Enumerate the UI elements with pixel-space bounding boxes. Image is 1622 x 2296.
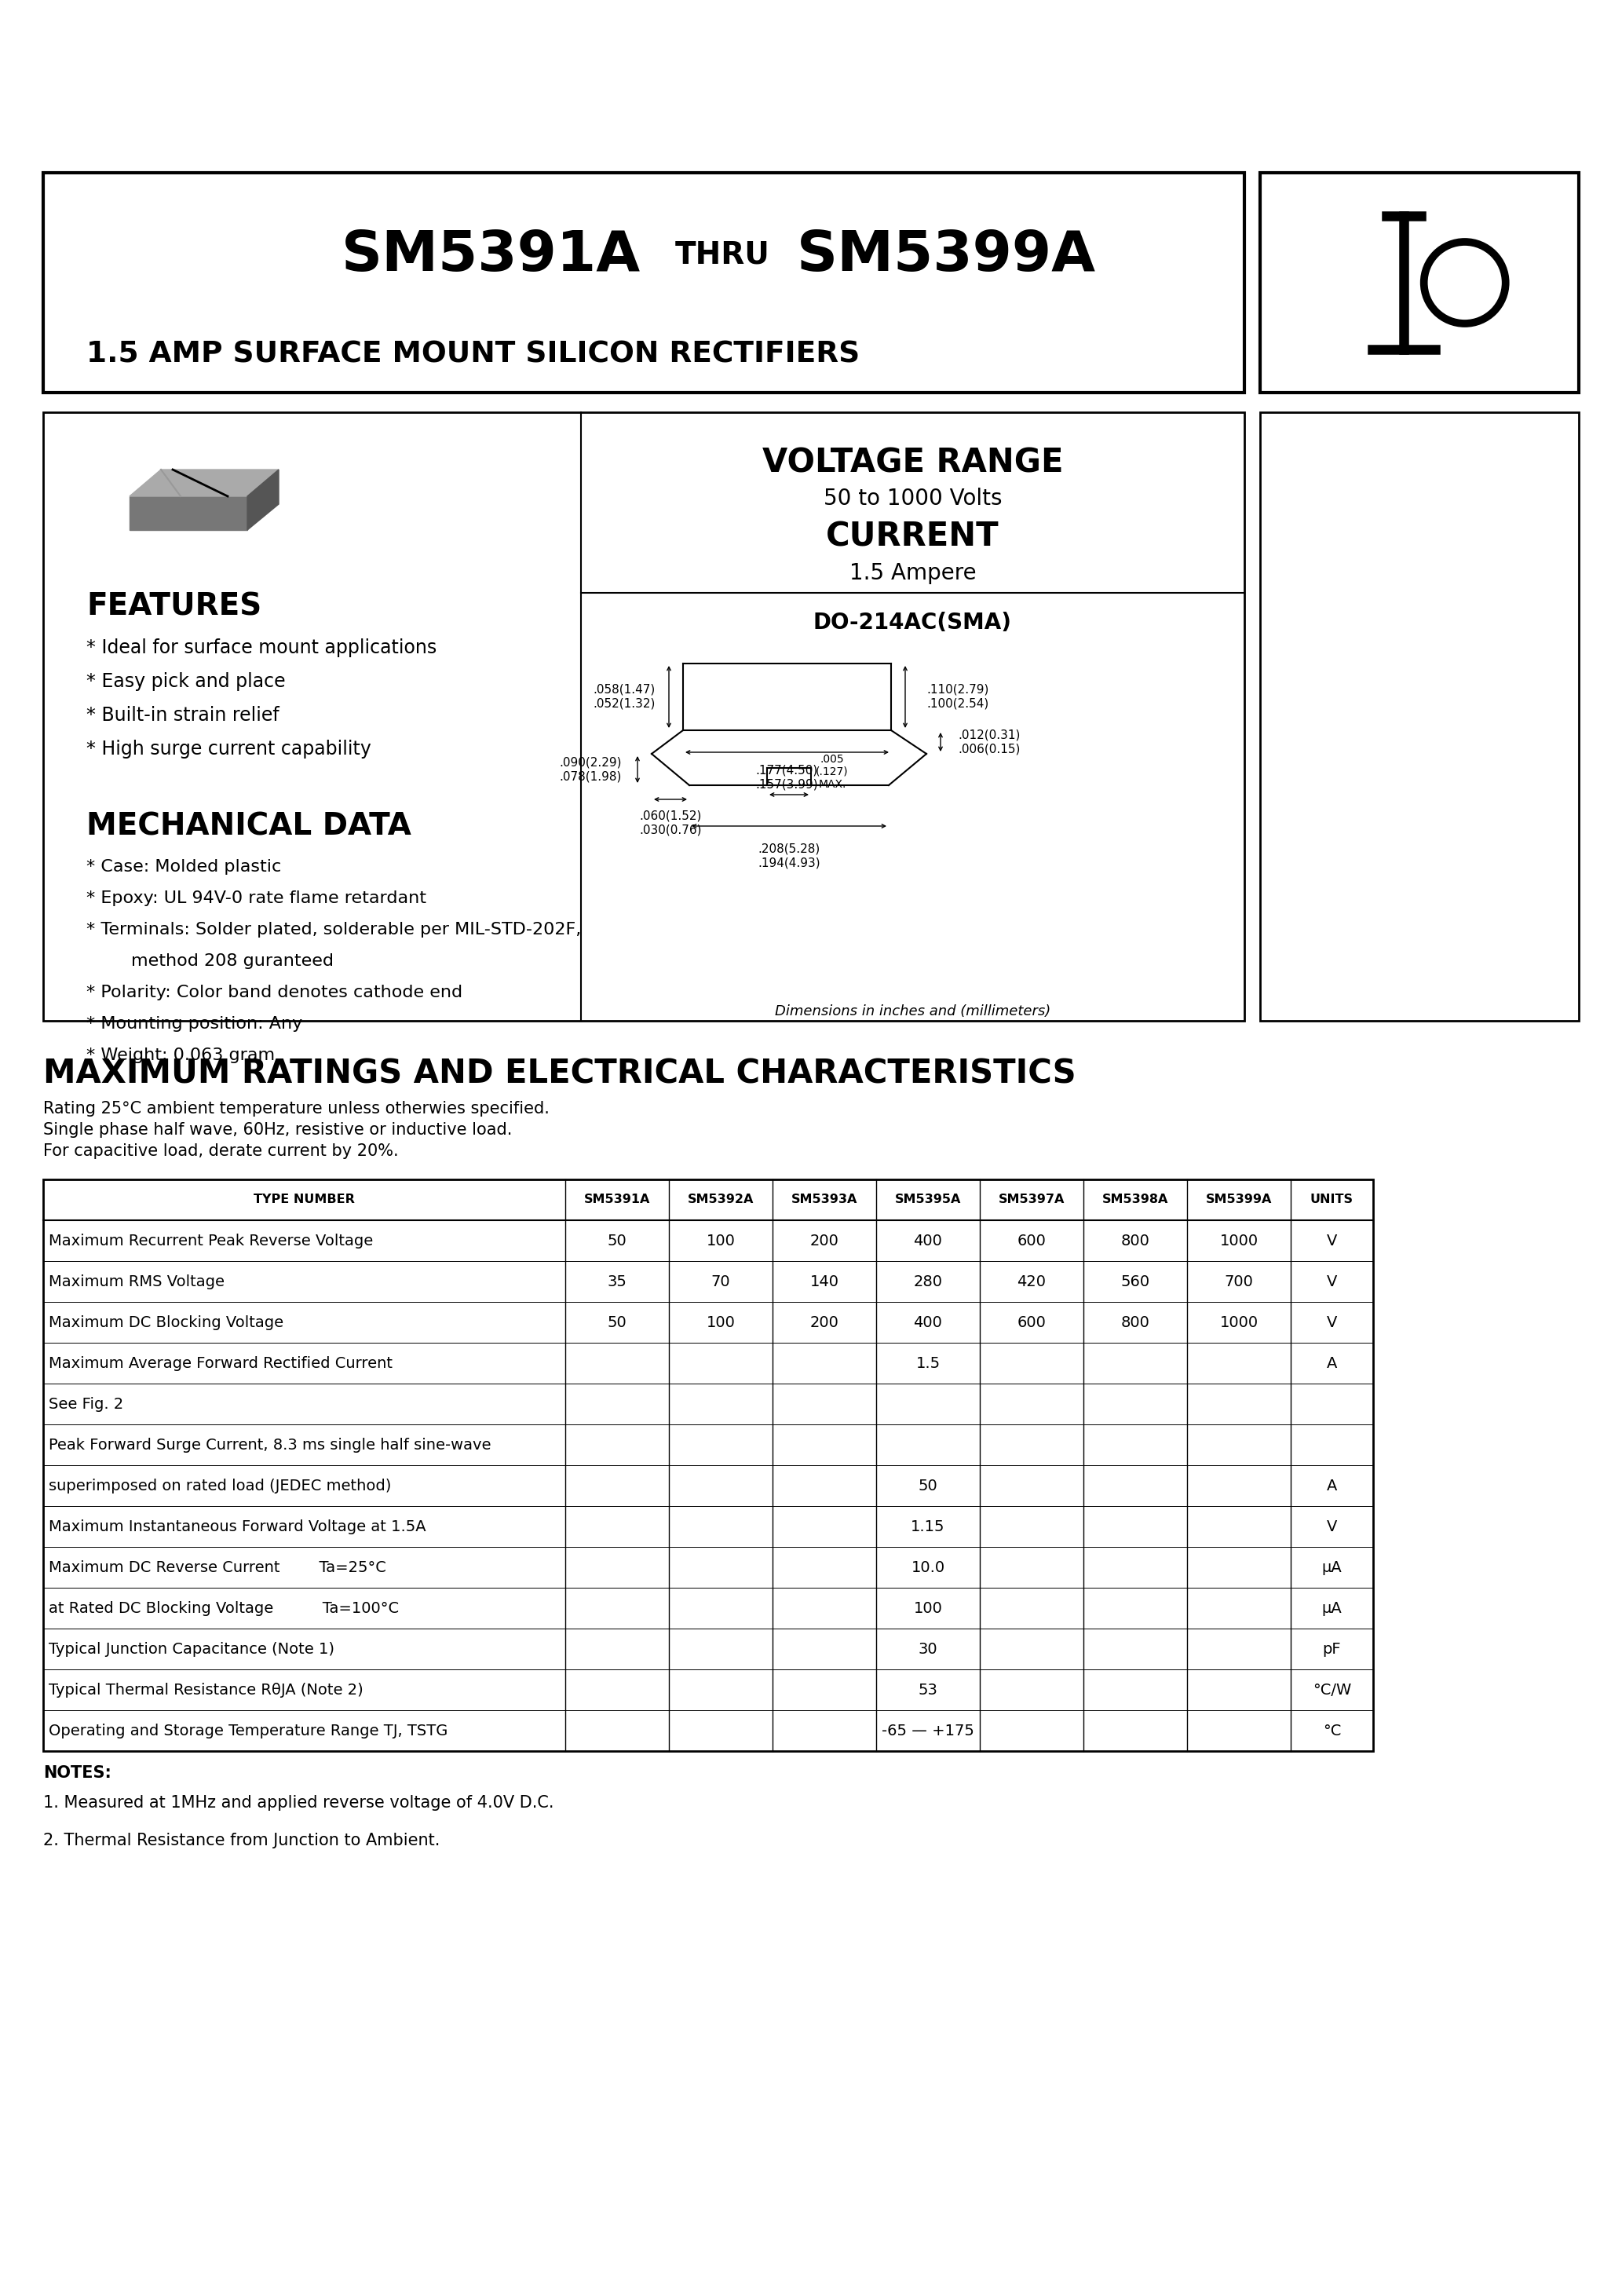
Text: SM5399A: SM5399A [796,227,1095,282]
Text: Typical Thermal Resistance RθJA (Note 2): Typical Thermal Resistance RθJA (Note 2) [49,1683,363,1697]
Text: 280: 280 [913,1274,942,1288]
Text: A: A [1327,1355,1337,1371]
Text: .177(4.50)
.157(3.99): .177(4.50) .157(3.99) [756,765,817,790]
Text: .208(5.28)
.194(4.93): .208(5.28) .194(4.93) [757,843,821,868]
Text: .090(2.29)
.078(1.98): .090(2.29) .078(1.98) [560,758,621,783]
Text: Peak Forward Surge Current, 8.3 ms single half sine-wave: Peak Forward Surge Current, 8.3 ms singl… [49,1437,491,1453]
Text: -65 — +175: -65 — +175 [882,1724,975,1738]
Bar [44,172,1244,393]
Text: μA: μA [1322,1559,1341,1575]
Bar [44,1180,1374,1752]
Text: Dimensions in inches and (millimeters): Dimensions in inches and (millimeters) [775,1003,1051,1019]
Text: * Easy pick and place: * Easy pick and place [86,673,285,691]
Text: 420: 420 [1017,1274,1046,1288]
Text: Rating 25°C ambient temperature unless otherwies specified.: Rating 25°C ambient temperature unless o… [44,1100,550,1116]
Text: V: V [1327,1233,1337,1249]
Text: * Built-in strain relief: * Built-in strain relief [86,705,279,726]
Text: 800: 800 [1121,1233,1150,1249]
Text: TYPE NUMBER: TYPE NUMBER [253,1194,355,1205]
Text: For capacitive load, derate current by 20%.: For capacitive load, derate current by 2… [44,1143,399,1159]
Text: .060(1.52)
.030(0.76): .060(1.52) .030(0.76) [639,810,702,836]
Text: 50 to 1000 Volts: 50 to 1000 Volts [824,487,1002,510]
Text: 53: 53 [918,1683,938,1697]
Text: 560: 560 [1121,1274,1150,1288]
Text: .005
(.127)
MAX.: .005 (.127) MAX. [816,753,848,790]
Text: 1.15: 1.15 [912,1520,946,1534]
Text: 100: 100 [913,1600,942,1616]
Text: °C: °C [1322,1724,1341,1738]
Text: Operating and Storage Temperature Range TJ, TSTG: Operating and Storage Temperature Range … [49,1724,448,1738]
Text: THRU: THRU [675,241,770,271]
Text: at Rated DC Blocking Voltage          Ta=100°C: at Rated DC Blocking Voltage Ta=100°C [49,1600,399,1616]
Text: 400: 400 [913,1233,942,1249]
Polygon shape [130,471,279,496]
Text: 1. Measured at 1MHz and applied reverse voltage of 4.0V D.C.: 1. Measured at 1MHz and applied reverse … [44,1795,553,1812]
Text: 10.0: 10.0 [912,1559,946,1575]
Text: 100: 100 [706,1233,735,1249]
Text: method 208 guranteed: method 208 guranteed [86,953,334,969]
Text: Maximum RMS Voltage: Maximum RMS Voltage [49,1274,224,1288]
Text: SM5391A: SM5391A [341,227,641,282]
Text: * Polarity: Color band denotes cathode end: * Polarity: Color band denotes cathode e… [86,985,462,1001]
Text: * Case: Molded plastic: * Case: Molded plastic [86,859,281,875]
Text: .058(1.47)
.052(1.32): .058(1.47) .052(1.32) [594,684,655,709]
Text: Maximum DC Reverse Current        Ta=25°C: Maximum DC Reverse Current Ta=25°C [49,1559,386,1575]
Text: Maximum DC Blocking Voltage: Maximum DC Blocking Voltage [49,1316,284,1329]
Text: 200: 200 [809,1233,839,1249]
Text: 1.5: 1.5 [916,1355,941,1371]
Text: SM5392A: SM5392A [688,1194,754,1205]
Text: 700: 700 [1225,1274,1254,1288]
Text: NOTES:: NOTES: [44,1766,112,1782]
Text: superimposed on rated load (JEDEC method): superimposed on rated load (JEDEC method… [49,1479,391,1492]
Text: pF: pF [1322,1642,1341,1655]
Text: Typical Junction Capacitance (Note 1): Typical Junction Capacitance (Note 1) [49,1642,334,1655]
Text: V: V [1327,1316,1337,1329]
Text: Maximum Recurrent Peak Reverse Voltage: Maximum Recurrent Peak Reverse Voltage [49,1233,373,1249]
Text: * High surge current capability: * High surge current capability [86,739,371,758]
Text: 70: 70 [710,1274,730,1288]
Text: * Mounting position: Any: * Mounting position: Any [86,1017,302,1031]
Text: V: V [1327,1520,1337,1534]
Text: 50: 50 [607,1316,626,1329]
Text: MECHANICAL DATA: MECHANICAL DATA [86,810,412,840]
Text: See Fig. 2: See Fig. 2 [49,1396,123,1412]
Text: SM5399A: SM5399A [1205,1194,1272,1205]
Text: Single phase half wave, 60Hz, resistive or inductive load.: Single phase half wave, 60Hz, resistive … [44,1123,513,1139]
Bar [1260,413,1578,1022]
Text: 1000: 1000 [1220,1316,1259,1329]
Text: 1000: 1000 [1220,1233,1259,1249]
Text: DO-214AC(SMA): DO-214AC(SMA) [813,611,1012,634]
Text: Maximum Instantaneous Forward Voltage at 1.5A: Maximum Instantaneous Forward Voltage at… [49,1520,427,1534]
Polygon shape [130,496,247,530]
Text: 50: 50 [607,1233,626,1249]
Text: * Epoxy: UL 94V-0 rate flame retardant: * Epoxy: UL 94V-0 rate flame retardant [86,891,427,907]
Text: 1.5 Ampere: 1.5 Ampere [850,563,976,583]
Bar [1260,172,1578,393]
Text: 800: 800 [1121,1316,1150,1329]
Text: 30: 30 [918,1642,938,1655]
Text: * Ideal for surface mount applications: * Ideal for surface mount applications [86,638,436,657]
Text: SM5398A: SM5398A [1101,1194,1168,1205]
Text: VOLTAGE RANGE: VOLTAGE RANGE [762,448,1062,480]
Text: Maximum Average Forward Rectified Current: Maximum Average Forward Rectified Curren… [49,1355,393,1371]
Text: 200: 200 [809,1316,839,1329]
Text: * Weight: 0.063 gram: * Weight: 0.063 gram [86,1047,274,1063]
Text: SM5391A: SM5391A [584,1194,650,1205]
Text: CURRENT: CURRENT [826,519,999,553]
Text: SM5397A: SM5397A [999,1194,1064,1205]
Text: A: A [1327,1479,1337,1492]
Text: FEATURES: FEATURES [86,592,261,622]
Text: 600: 600 [1017,1233,1046,1249]
Text: 400: 400 [913,1316,942,1329]
Polygon shape [247,471,279,530]
Text: * Terminals: Solder plated, solderable per MIL-STD-202F,: * Terminals: Solder plated, solderable p… [86,923,581,937]
Text: 100: 100 [706,1316,735,1329]
Text: SM5395A: SM5395A [895,1194,962,1205]
Text: 600: 600 [1017,1316,1046,1329]
Text: MAXIMUM RATINGS AND ELECTRICAL CHARACTERISTICS: MAXIMUM RATINGS AND ELECTRICAL CHARACTER… [44,1058,1075,1091]
Text: 1.5 AMP SURFACE MOUNT SILICON RECTIFIERS: 1.5 AMP SURFACE MOUNT SILICON RECTIFIERS [86,340,860,370]
Bar [44,413,1244,1022]
Text: 35: 35 [607,1274,626,1288]
Text: μA: μA [1322,1600,1341,1616]
Text: SM5393A: SM5393A [792,1194,858,1205]
